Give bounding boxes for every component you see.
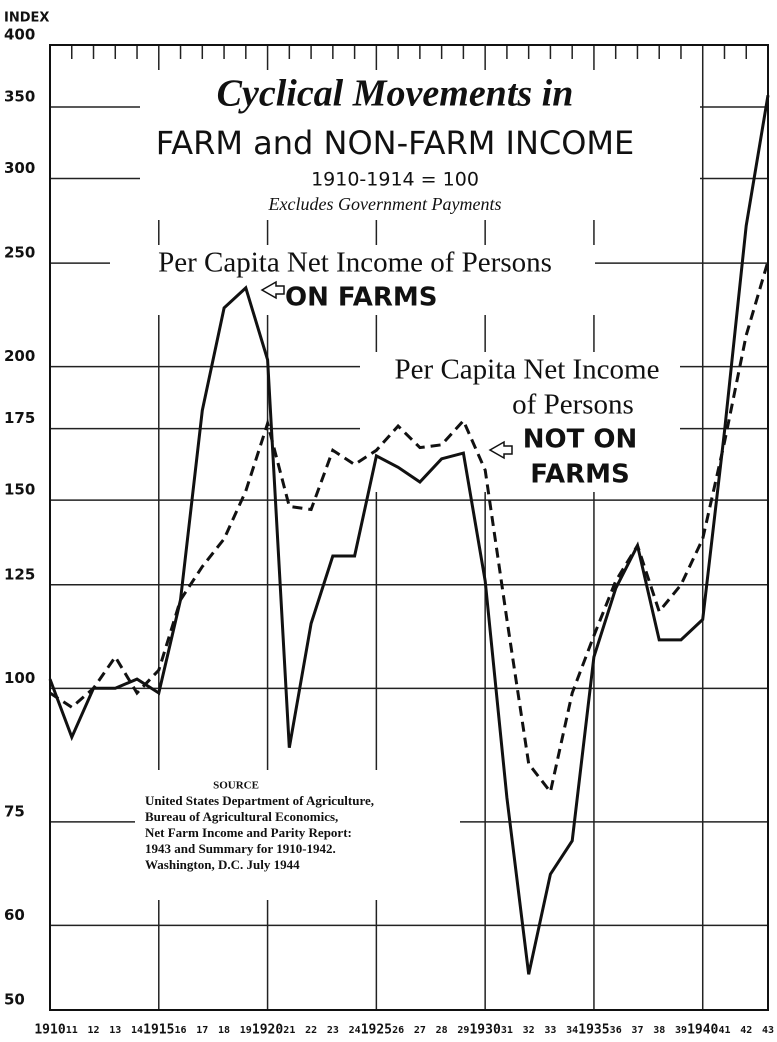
x-tick-label: 41	[718, 1025, 730, 1036]
x-tick-label: 24	[349, 1025, 361, 1036]
series-label: FARMS	[530, 460, 630, 490]
x-tick-label: 22	[305, 1025, 317, 1036]
x-tick-label: 11	[66, 1025, 78, 1036]
y-tick-label: 200	[4, 347, 35, 365]
x-tick-label: 26	[392, 1025, 404, 1036]
x-tick-label: 1935	[578, 1023, 609, 1038]
source-text: Bureau of Agricultural Economics,	[145, 809, 338, 824]
series-line	[48, 94, 770, 975]
arrow	[488, 440, 513, 460]
x-tick-label: 38	[653, 1025, 665, 1036]
x-tick-label: 27	[414, 1025, 426, 1036]
x-tick-label: 33	[544, 1025, 556, 1036]
x-tick-label: 19	[240, 1025, 252, 1036]
x-tick-label: 34	[566, 1025, 578, 1036]
y-tick-label: 75	[4, 802, 25, 820]
x-tick-label: 1915	[143, 1023, 174, 1038]
x-tick-label: 16	[175, 1025, 187, 1036]
y-tick-label: 400	[4, 26, 35, 44]
source-text: 1943 and Summary for 1910-1942.	[145, 841, 336, 856]
x-tick-label: 36	[610, 1025, 622, 1036]
x-tick-label: 37	[631, 1025, 643, 1036]
source-text: Washington, D.C. July 1944	[145, 857, 300, 872]
y-tick-label: 150	[4, 481, 35, 499]
x-tick-label: 32	[523, 1025, 535, 1036]
y-tick-label: 50	[4, 991, 25, 1009]
label-background	[140, 70, 700, 220]
plot-frame	[49, 44, 769, 1011]
chart-subtitle: Excludes Government Payments	[268, 194, 502, 214]
y-tick-label: 300	[4, 159, 35, 177]
x-tick-label: 12	[87, 1025, 99, 1036]
x-tick-label: 21	[283, 1025, 295, 1036]
x-tick-label: 28	[436, 1025, 448, 1036]
y-axis-label: INDEX	[4, 11, 49, 26]
series-label: NOT ON	[523, 425, 638, 455]
y-tick-label: 350	[4, 87, 35, 105]
series-label: Per Capita Net Income	[395, 354, 660, 386]
label-background	[110, 245, 595, 315]
x-tick-label: 39	[675, 1025, 687, 1036]
x-tick-label: 1930	[469, 1023, 500, 1038]
source-text: Net Farm Income and Parity Report:	[145, 825, 352, 840]
series-line	[49, 260, 770, 796]
arrow	[260, 280, 285, 300]
source-text: SOURCE	[213, 780, 259, 792]
chart-title: Cyclical Movements in	[217, 73, 574, 115]
source-text: United States Department of Agriculture,	[145, 793, 374, 808]
series-label: of Persons	[512, 389, 634, 421]
label-background	[135, 770, 460, 900]
x-tick-label: 31	[501, 1025, 513, 1036]
chart-subtitle: 1910-1914 = 100	[311, 169, 479, 191]
y-tick-label: 250	[4, 244, 35, 262]
series-label: ON FARMS	[285, 283, 437, 313]
x-tick-label: 13	[109, 1025, 121, 1036]
label-background	[360, 352, 680, 492]
x-tick-label: 18	[218, 1025, 230, 1036]
x-tick-label: 1920	[252, 1023, 283, 1038]
x-tick-label: 23	[327, 1025, 339, 1036]
x-tick-label: 1925	[361, 1023, 392, 1038]
x-tick-label: 17	[196, 1025, 208, 1036]
chart-title: FARM and NON-FARM INCOME	[156, 124, 634, 162]
x-tick-label: 43	[762, 1025, 774, 1036]
x-tick-label: 42	[740, 1025, 752, 1036]
series-label: Per Capita Net Income of Persons	[158, 247, 552, 279]
y-tick-label: 100	[4, 669, 35, 687]
x-tick-label: 14	[131, 1025, 143, 1036]
y-tick-label: 125	[4, 565, 35, 583]
y-tick-label: 60	[4, 906, 25, 924]
x-tick-label: 29	[457, 1025, 469, 1036]
y-tick-label: 175	[4, 409, 35, 427]
x-tick-label: 1940	[687, 1023, 718, 1038]
x-tick-label: 1910	[34, 1023, 65, 1038]
